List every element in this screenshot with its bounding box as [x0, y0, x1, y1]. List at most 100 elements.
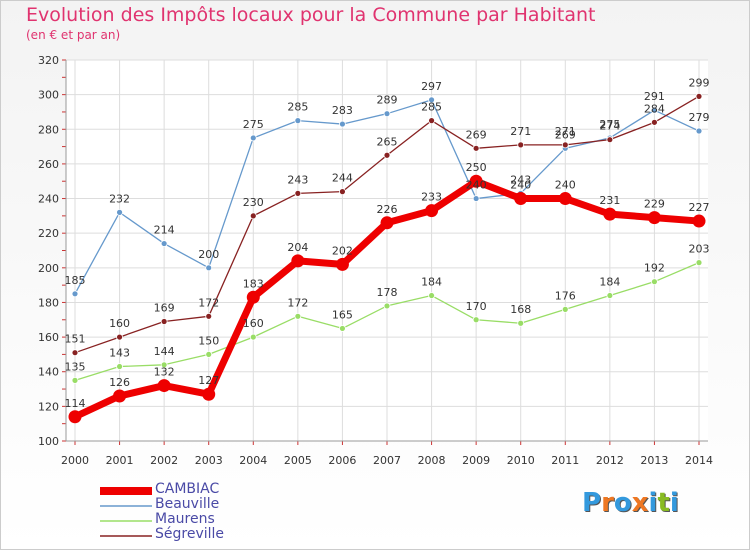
- data-point-cambiac: [603, 207, 617, 221]
- data-point-beauville: [205, 264, 213, 272]
- data-point-beauville: [695, 127, 703, 135]
- data-point-cambiac: [113, 389, 127, 403]
- x-tick-label: 2005: [284, 454, 312, 467]
- y-tick-label: 200: [38, 262, 59, 275]
- data-label-segreville: 230: [243, 196, 264, 209]
- x-tick-label: 2004: [239, 454, 267, 467]
- data-point-segreville: [294, 189, 302, 197]
- data-point-segreville: [651, 118, 658, 126]
- data-label-beauville: 285: [287, 101, 308, 114]
- data-label-maurens: 165: [332, 308, 353, 321]
- data-point-beauville: [71, 290, 79, 298]
- data-point-maurens: [339, 325, 346, 332]
- legend-label-maurens: Maurens: [155, 511, 215, 527]
- data-label-beauville: 283: [332, 104, 353, 117]
- data-label-cambiac: 183: [243, 277, 264, 290]
- x-tick-label: 2012: [596, 454, 624, 467]
- data-point-beauville: [428, 96, 435, 104]
- y-tick-label: 280: [38, 123, 59, 136]
- data-point-beauville: [339, 120, 346, 128]
- data-point-beauville: [249, 134, 257, 142]
- x-tick-label: 2007: [373, 454, 401, 467]
- data-point-cambiac: [514, 192, 528, 206]
- legend-label-segreville: Ségreville: [155, 526, 225, 542]
- data-point-segreville: [339, 188, 346, 196]
- data-label-segreville: 169: [154, 302, 175, 315]
- y-tick-label: 320: [38, 54, 59, 67]
- data-point-segreville: [383, 151, 391, 159]
- data-label-beauville: 243: [510, 173, 531, 186]
- chart-subtitle: (en € et par an): [26, 28, 121, 42]
- data-point-cambiac: [335, 257, 349, 271]
- data-label-maurens: 160: [243, 317, 264, 330]
- data-label-maurens: 184: [421, 276, 442, 289]
- data-label-cambiac: 231: [599, 194, 620, 207]
- x-tick-label: 2002: [150, 454, 178, 467]
- data-label-beauville: 200: [198, 248, 219, 261]
- data-label-segreville: 172: [198, 296, 219, 309]
- data-point-segreville: [249, 212, 257, 220]
- data-point-maurens: [428, 292, 435, 299]
- data-label-beauville: 279: [689, 111, 710, 124]
- data-point-maurens: [71, 376, 79, 384]
- data-label-maurens: 178: [377, 286, 398, 299]
- y-tick-label: 120: [38, 400, 59, 413]
- data-label-maurens: 168: [510, 303, 531, 316]
- logo-letter: x: [631, 488, 649, 518]
- data-label-cambiac: 204: [287, 241, 308, 254]
- data-label-maurens: 150: [198, 334, 219, 347]
- data-point-cambiac: [246, 290, 260, 304]
- x-tick-label: 2009: [462, 454, 490, 467]
- data-label-cambiac: 227: [689, 201, 710, 214]
- y-tick-label: 140: [38, 366, 59, 379]
- data-label-segreville: 269: [466, 128, 487, 141]
- data-point-maurens: [561, 305, 569, 313]
- data-point-beauville: [472, 195, 480, 202]
- y-tick-label: 300: [38, 89, 59, 102]
- series-cambiac: [68, 174, 706, 424]
- data-label-beauville: 275: [599, 118, 620, 131]
- grid-layer: [66, 59, 708, 442]
- data-point-maurens: [606, 292, 614, 299]
- data-point-maurens: [383, 302, 391, 310]
- data-label-beauville: 232: [109, 192, 130, 205]
- legend-swatch-beauville: [100, 505, 152, 507]
- x-tick-label: 2001: [106, 454, 134, 467]
- data-label-segreville: 265: [377, 135, 398, 148]
- data-point-cambiac: [558, 192, 572, 206]
- data-point-maurens: [160, 361, 168, 369]
- data-point-beauville: [160, 240, 168, 247]
- data-point-maurens: [472, 316, 480, 324]
- data-point-cambiac: [291, 254, 305, 268]
- y-tick-label: 260: [38, 158, 59, 171]
- data-point-segreville: [428, 117, 435, 125]
- data-label-cambiac: 250: [466, 161, 487, 174]
- data-label-cambiac: 132: [154, 366, 175, 379]
- data-label-maurens: 172: [287, 296, 308, 309]
- series-maurens: [71, 259, 703, 384]
- data-point-maurens: [249, 333, 257, 341]
- data-point-segreville: [116, 333, 123, 341]
- x-tick-label: 2013: [640, 454, 668, 467]
- data-point-cambiac: [380, 216, 394, 230]
- y-tick-label: 180: [38, 296, 59, 309]
- data-label-beauville: 185: [65, 274, 86, 287]
- data-label-beauville: 240: [466, 179, 487, 192]
- data-label-segreville: 151: [65, 333, 86, 346]
- logo-letter: t: [657, 488, 670, 518]
- data-point-maurens: [116, 363, 123, 370]
- data-label-beauville: 289: [377, 94, 398, 107]
- series-segreville: [71, 92, 703, 357]
- x-tick-label: 2003: [195, 454, 223, 467]
- data-point-segreville: [71, 349, 79, 357]
- logo-letter: i: [648, 488, 658, 518]
- data-label-segreville: 284: [644, 102, 665, 115]
- data-label-maurens: 143: [109, 347, 130, 360]
- x-tick-label: 2000: [61, 454, 89, 467]
- legend-label-cambiac: CAMBIAC: [155, 481, 220, 497]
- y-tick-label: 220: [38, 227, 59, 240]
- data-point-segreville: [472, 144, 480, 152]
- x-tick-label: 2006: [328, 454, 356, 467]
- data-label-maurens: 135: [65, 360, 86, 373]
- x-tick-label: 2011: [551, 454, 579, 467]
